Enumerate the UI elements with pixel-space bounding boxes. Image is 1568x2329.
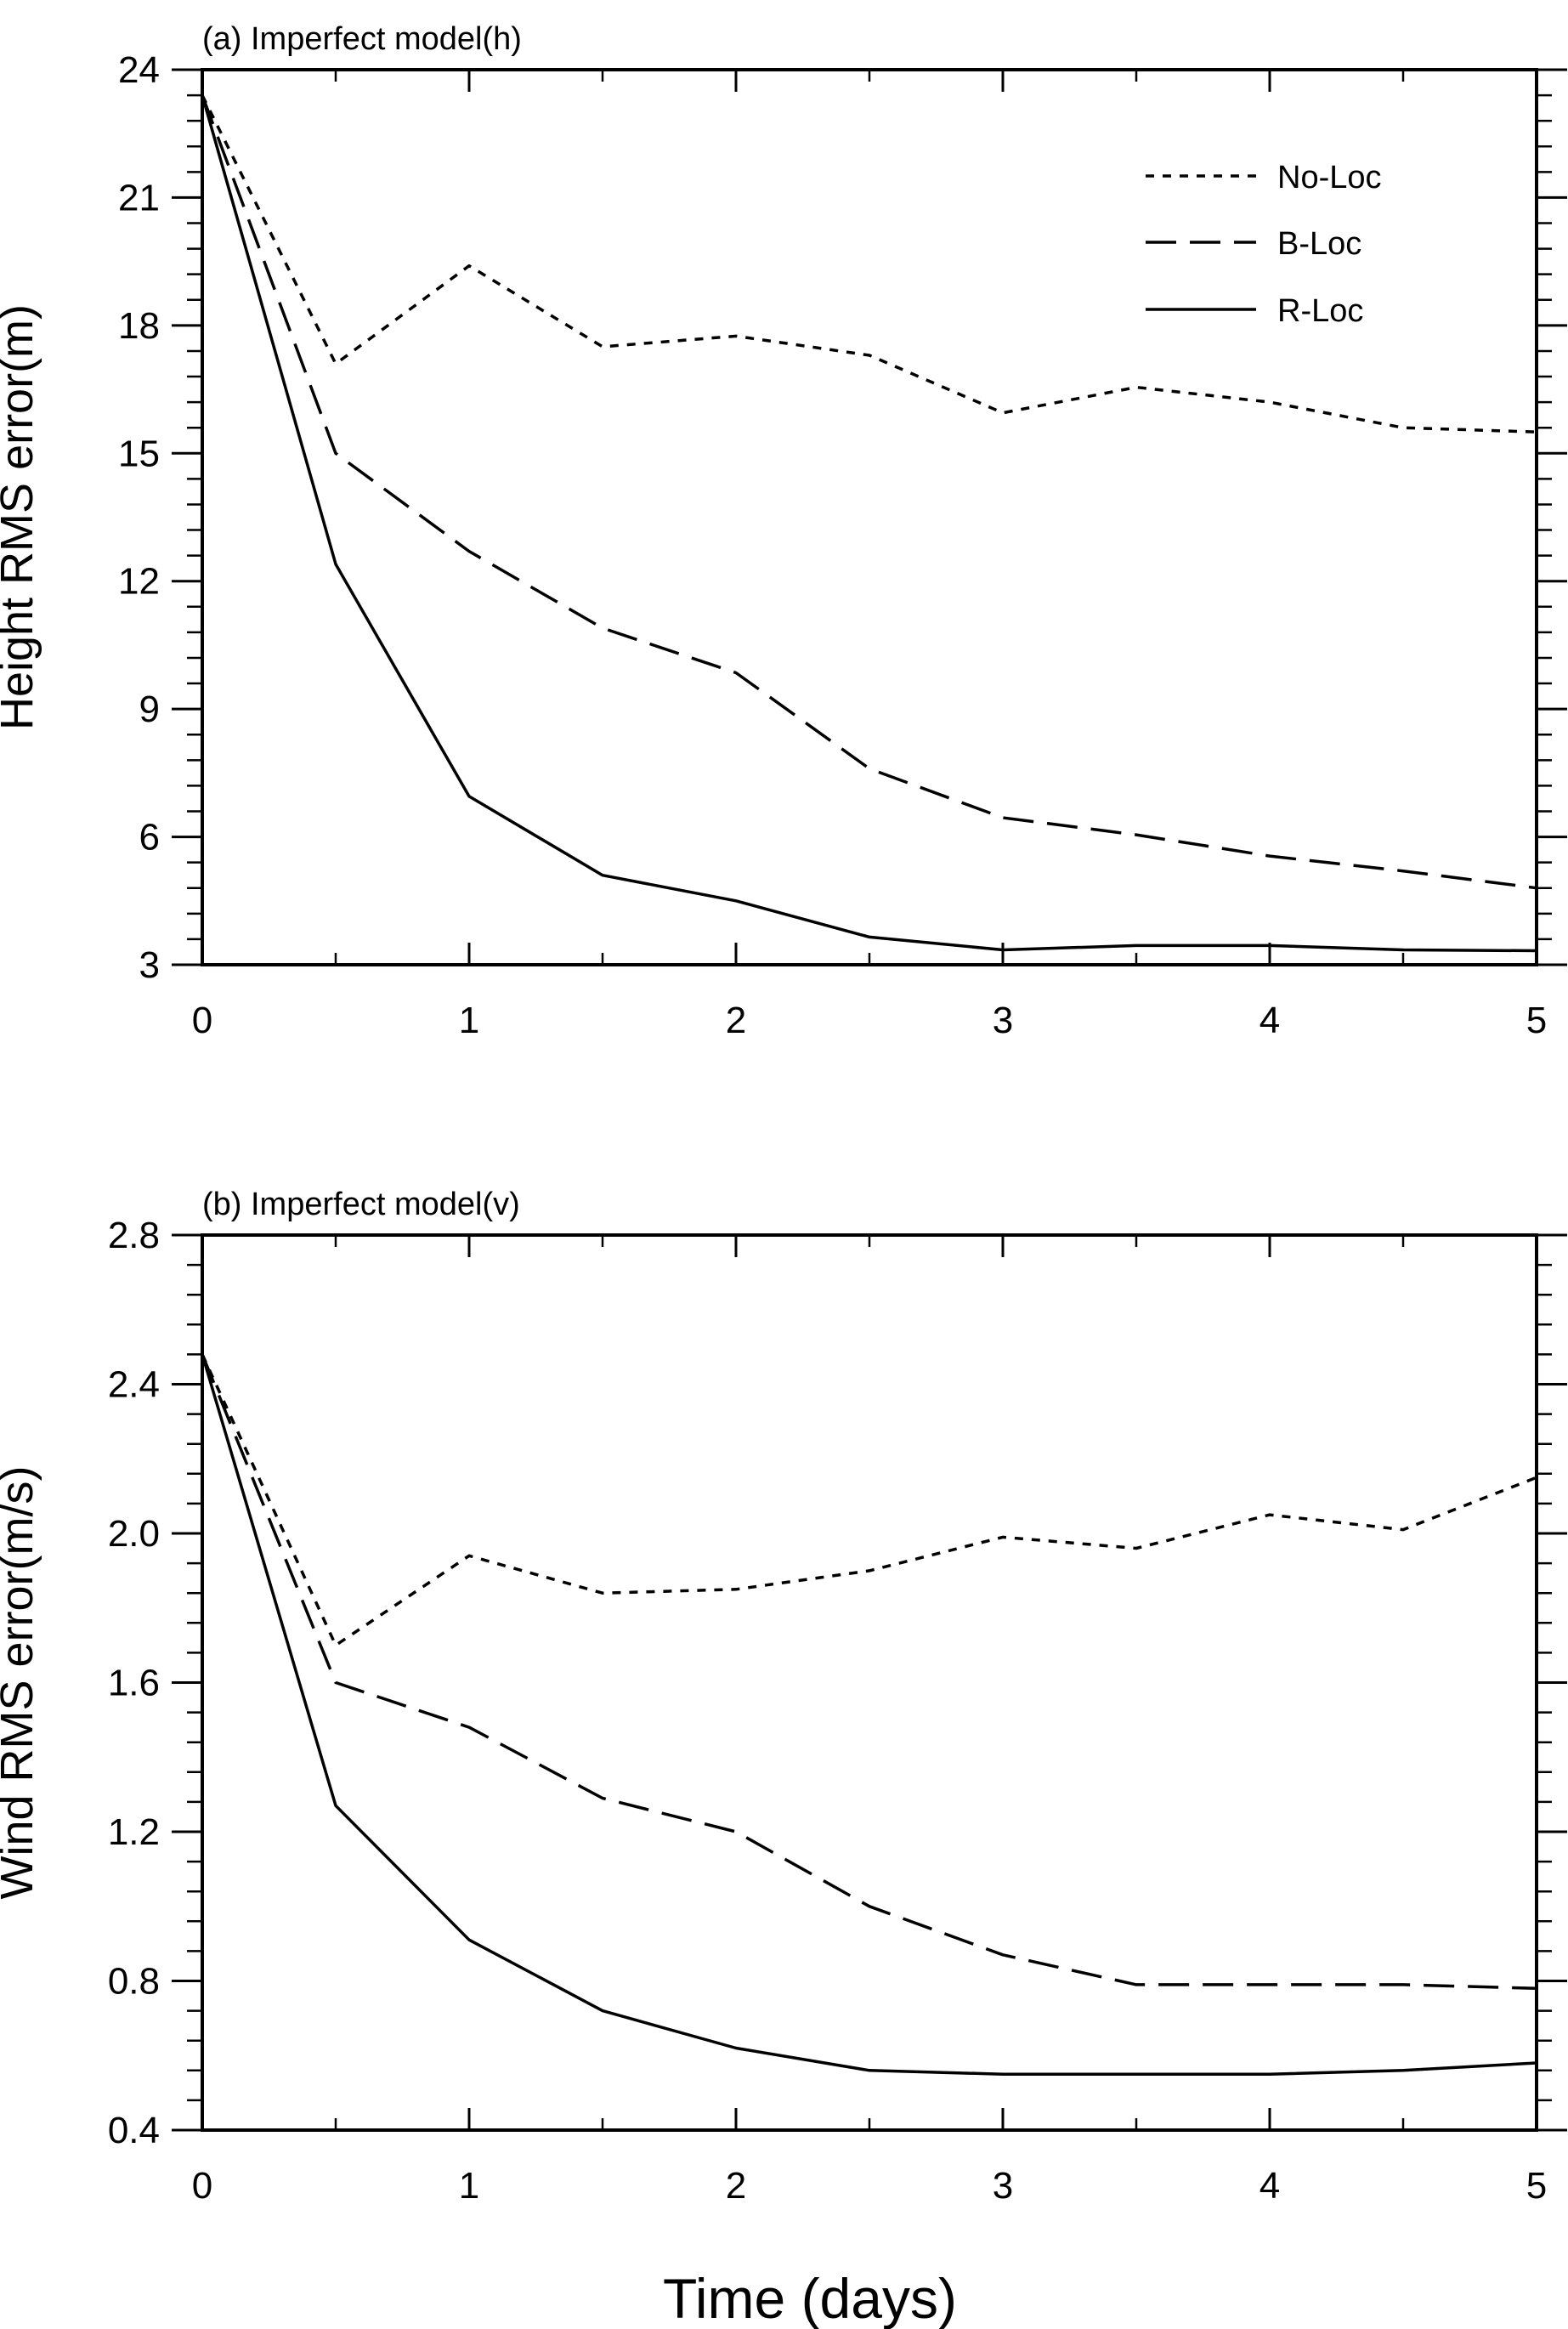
series-line-no-loc xyxy=(201,1353,1537,1647)
x-tick-label: 1 xyxy=(459,1000,479,1041)
x-tick-label: 5 xyxy=(1526,1000,1547,1041)
x-tick-label: 0 xyxy=(192,2165,212,2207)
plot-area-frame xyxy=(201,1233,1538,2132)
y-tick-label: 12 xyxy=(118,561,160,603)
y-tick-label: 21 xyxy=(118,177,160,218)
x-tick-label: 2 xyxy=(726,2165,746,2207)
y-tick-label: 2.0 xyxy=(108,1513,160,1555)
y-tick-label: 3 xyxy=(139,944,160,986)
y-tick-label: 9 xyxy=(139,688,160,730)
y-tick-label: 2.4 xyxy=(108,1364,160,1406)
series-line-r-loc xyxy=(201,94,1537,953)
panel-title: (b) Imperfect model(v) xyxy=(202,1187,520,1222)
x-tick-label: 1 xyxy=(459,2165,479,2207)
legend-label: B-Loc xyxy=(1277,226,1361,262)
series-line-b-loc xyxy=(201,94,1537,890)
series-line-b-loc xyxy=(201,1353,1537,1991)
x-axis-title: Time (days) xyxy=(663,2267,957,2329)
x-tick-label: 4 xyxy=(1259,2165,1280,2207)
x-tick-label: 3 xyxy=(993,2165,1013,2207)
y-tick-label: 24 xyxy=(118,49,160,91)
y-tick-label: 1.2 xyxy=(108,1811,160,1853)
y-axis-title: Wind RMS error(m/s) xyxy=(0,1466,42,1900)
x-tick-label: 0 xyxy=(192,1000,212,1041)
y-tick-label: 2.8 xyxy=(108,1215,160,1256)
legend-label: No-Loc xyxy=(1277,160,1382,196)
x-tick-label: 2 xyxy=(726,1000,746,1041)
y-tick-label: 15 xyxy=(118,433,160,474)
x-tick-label: 5 xyxy=(1526,2165,1547,2207)
series-line-r-loc xyxy=(201,1353,1537,2076)
y-tick-label: 0.4 xyxy=(108,2110,160,2151)
legend: No-Loc B-Loc R-Loc xyxy=(1146,160,1382,329)
panel-a-height-chart: (a) Imperfect model(h)0 1 2 3 4 5369121518212… xyxy=(0,21,1567,1041)
x-tick-label: 3 xyxy=(993,1000,1013,1041)
panel-b-wind-chart: (b) Imperfect model(v) 0 1 2 3 4 5 0.4 0.8 1.2 1.6… xyxy=(0,1187,1567,2207)
plot-area-frame xyxy=(201,68,1538,966)
series-line-no-loc xyxy=(201,94,1537,434)
y-tick-label: 18 xyxy=(118,305,160,347)
x-tick-label: 4 xyxy=(1259,1000,1280,1041)
panel-title: (a) Imperfect model(h) xyxy=(202,21,522,57)
y-tick-label: 6 xyxy=(139,817,160,858)
y-tick-label: 1.6 xyxy=(108,1663,160,1704)
legend-label: R-Loc xyxy=(1277,293,1363,329)
y-axis-title: Height RMS error(m) xyxy=(0,304,42,730)
y-tick-label: 0.8 xyxy=(108,1961,160,2003)
